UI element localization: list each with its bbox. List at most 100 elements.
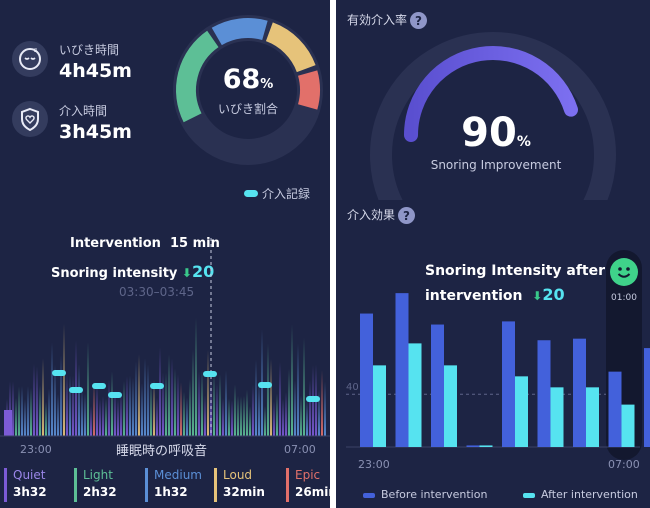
axis-start-label: 23:00 [358, 458, 390, 471]
help-icon[interactable]: ? [410, 12, 428, 29]
sound-bar [48, 388, 50, 436]
sound-bar [207, 349, 209, 436]
intervention-tooltip-title: Intervention 15 min [70, 236, 220, 251]
donut-label: いびき割合 [217, 102, 278, 116]
sound-bar [222, 398, 224, 436]
intervention-marker [150, 383, 164, 389]
sound-bar [306, 401, 308, 436]
sound-bar [27, 386, 29, 436]
sound-bar [267, 343, 269, 436]
sound-bar [279, 362, 281, 436]
sound-bar [135, 361, 137, 436]
gauge-track [370, 32, 616, 200]
axis-end-label: 07:00 [608, 458, 640, 471]
sound-bar [12, 381, 14, 436]
bar-before [537, 340, 551, 447]
sound-bar [123, 381, 125, 436]
bar-after [621, 404, 635, 447]
intervention-record-swatch [244, 190, 258, 197]
sound-bar [231, 400, 233, 436]
sound-bar [108, 379, 110, 436]
breathing-sound-chart [0, 238, 330, 437]
sound-bar [270, 358, 272, 436]
sound-bar [132, 377, 134, 436]
sleep-sound-panel: z いびき時間 4h45m 介入時間 3h45m 68% いびき割合 介入記録 … [0, 0, 330, 508]
legend-value: 26min [295, 485, 330, 499]
selected-time-label: 01:00 [611, 293, 637, 303]
sound-bar [138, 354, 140, 436]
intervention-marker [306, 396, 320, 402]
legend-value: 3h32 [13, 485, 47, 499]
ref-line-label: 40 [346, 382, 359, 393]
sound-bar [120, 393, 122, 436]
sound-bar [102, 396, 104, 436]
axis-end-label: 07:00 [284, 443, 316, 456]
sound-bar [201, 369, 203, 436]
legend-light: Light 2h32 [74, 468, 117, 502]
legend-epic: Epic 26min [286, 468, 330, 502]
sound-bar [300, 395, 302, 436]
intervention-record-label: 介入記録 [262, 187, 311, 201]
sound-bar [21, 386, 23, 436]
intervention-marker [258, 382, 272, 388]
sound-bar [111, 371, 113, 436]
sound-bar [258, 382, 260, 436]
sound-bar [240, 396, 242, 436]
bar-before [502, 321, 515, 447]
sound-bar [51, 342, 53, 436]
snore-time-label: いびき時間 [59, 43, 120, 57]
sound-bar [174, 368, 176, 436]
bar-before [360, 313, 373, 447]
sound-bar [165, 373, 167, 436]
sound-bar [162, 372, 164, 436]
sound-bar [72, 375, 74, 436]
legend-name: Quiet [13, 468, 46, 482]
sound-bar [309, 380, 311, 436]
sound-bar [276, 393, 278, 436]
intervention-effect-chart [346, 293, 650, 448]
intervention-effect-panel: 有効介入率? 90% Snoring Improvement 介入効果? Sno… [336, 0, 650, 508]
quiet-block [4, 410, 12, 436]
sound-bar [129, 375, 131, 436]
sound-bar [324, 381, 326, 436]
legend-quiet: Quiet 3h32 [4, 468, 47, 502]
effect-header: 介入効果? [347, 206, 416, 224]
sound-bar [81, 389, 83, 436]
sound-bar [99, 399, 101, 436]
bar-after [586, 387, 599, 447]
help-icon[interactable]: ? [398, 207, 416, 224]
down-arrow-icon: ⬇ [532, 289, 543, 303]
sound-bar [195, 317, 197, 436]
sound-bar [225, 370, 227, 436]
sound-bar [15, 397, 17, 436]
sound-bar [147, 364, 149, 436]
sound-bar [78, 364, 80, 436]
sound-bar [171, 358, 173, 436]
donut-segment-yellow [265, 22, 316, 73]
legend-value: 32min [223, 485, 265, 499]
sound-bar [105, 398, 107, 436]
sound-bar [84, 393, 86, 436]
sound-bar [252, 385, 254, 436]
sound-bar [246, 389, 248, 436]
sound-bar [45, 401, 47, 436]
sound-bar [192, 349, 194, 436]
axis-start-label: 23:00 [20, 443, 52, 456]
legend-loud: Loud 32min [214, 468, 265, 502]
svg-text:z: z [34, 47, 37, 54]
sound-bar [291, 324, 293, 436]
donut-segment-blue [211, 18, 268, 46]
legend-name: Light [83, 468, 113, 482]
effect-tooltip: Snoring Intensity after intervention ⬇20 [425, 263, 606, 304]
intervention-marker [69, 387, 83, 393]
sound-bar [156, 397, 158, 436]
sound-bar [57, 394, 59, 436]
donut-segment-green [176, 30, 219, 123]
sound-bar [255, 359, 257, 436]
sound-bar [177, 374, 179, 436]
bar-after [444, 365, 457, 447]
sound-bar [168, 354, 170, 436]
intervention-time-value: 3h45m [59, 121, 132, 143]
gauge-fill [404, 46, 578, 142]
legend-before: Before intervention [363, 488, 487, 501]
